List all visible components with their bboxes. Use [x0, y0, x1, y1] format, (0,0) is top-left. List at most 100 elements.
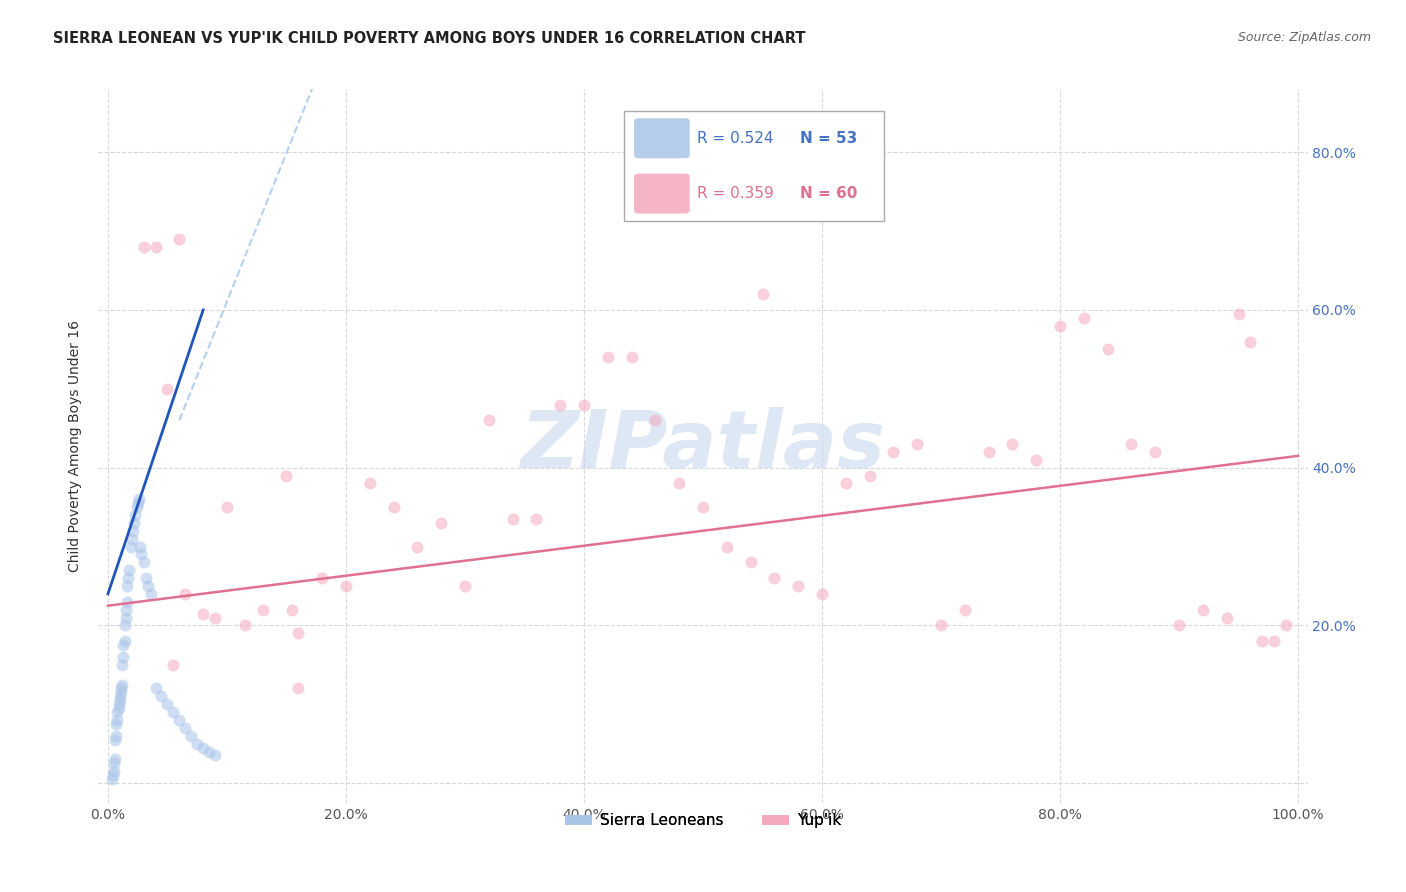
Point — [763, 571, 786, 585]
Point — [382, 500, 405, 515]
Point — [114, 618, 136, 632]
Point — [1192, 602, 1215, 616]
Point — [162, 657, 184, 672]
Text: R = 0.359: R = 0.359 — [697, 186, 773, 201]
Point — [548, 398, 571, 412]
Point — [107, 701, 129, 715]
Point — [125, 500, 148, 515]
Point — [929, 618, 952, 632]
Point — [104, 732, 127, 747]
Point — [406, 540, 429, 554]
Point — [145, 240, 167, 254]
Point — [124, 508, 146, 522]
Point — [198, 745, 221, 759]
Point — [101, 768, 124, 782]
Point — [1275, 618, 1298, 632]
Point — [129, 540, 152, 554]
Point — [311, 571, 333, 585]
Point — [114, 610, 136, 624]
Text: N = 60: N = 60 — [800, 186, 858, 201]
Point — [114, 602, 136, 616]
Point — [287, 681, 309, 696]
Y-axis label: Child Poverty Among Boys Under 16: Child Poverty Among Boys Under 16 — [69, 320, 83, 572]
Point — [668, 476, 690, 491]
Point — [105, 717, 128, 731]
Point — [129, 548, 152, 562]
Text: N = 53: N = 53 — [800, 131, 858, 145]
Point — [107, 698, 129, 712]
Point — [276, 468, 298, 483]
Point — [787, 579, 810, 593]
Text: Source: ZipAtlas.com: Source: ZipAtlas.com — [1237, 31, 1371, 45]
Point — [191, 740, 214, 755]
Point — [127, 496, 149, 510]
Point — [100, 772, 122, 786]
Point — [186, 737, 208, 751]
Point — [138, 579, 160, 593]
Point — [105, 729, 128, 743]
Point — [620, 351, 643, 365]
Point — [174, 721, 197, 735]
Point — [1144, 445, 1167, 459]
Point — [430, 516, 453, 530]
Point — [128, 492, 150, 507]
Point — [692, 500, 714, 515]
Point — [1263, 634, 1285, 648]
Point — [169, 232, 191, 246]
Point — [572, 398, 595, 412]
Point — [644, 413, 666, 427]
Point — [174, 587, 197, 601]
Point — [120, 540, 142, 554]
Point — [117, 571, 139, 585]
Point — [156, 382, 179, 396]
Point — [108, 693, 131, 707]
Bar — [624, 111, 884, 221]
Point — [1251, 634, 1274, 648]
Point — [135, 571, 157, 585]
Point — [1227, 307, 1250, 321]
Point — [204, 610, 226, 624]
Point — [132, 555, 155, 569]
Point — [122, 524, 145, 538]
Point — [107, 705, 129, 719]
Point — [1025, 452, 1047, 467]
Point — [104, 752, 127, 766]
Point — [132, 240, 155, 254]
Point — [107, 713, 129, 727]
Text: R = 0.524: R = 0.524 — [697, 131, 773, 145]
Point — [215, 500, 238, 515]
Point — [740, 555, 762, 569]
Point — [835, 476, 858, 491]
Point — [478, 413, 501, 427]
Point — [1097, 343, 1119, 357]
Point — [115, 595, 138, 609]
Point — [596, 351, 619, 365]
Point — [1001, 437, 1024, 451]
Point — [502, 512, 524, 526]
Point — [103, 756, 125, 771]
Point — [716, 540, 738, 554]
Point — [110, 685, 132, 699]
Point — [145, 681, 167, 696]
Point — [111, 677, 134, 691]
Point — [953, 602, 976, 616]
Point — [811, 587, 834, 601]
Point — [111, 657, 134, 672]
Point — [115, 579, 138, 593]
Point — [121, 532, 143, 546]
Point — [150, 690, 173, 704]
Point — [252, 602, 274, 616]
Point — [1049, 318, 1071, 333]
Point — [1168, 618, 1191, 632]
FancyBboxPatch shape — [634, 174, 690, 213]
Legend: Sierra Leoneans, Yup'ik: Sierra Leoneans, Yup'ik — [558, 807, 848, 834]
Point — [112, 649, 135, 664]
Point — [139, 587, 162, 601]
Point — [859, 468, 882, 483]
Point — [156, 698, 179, 712]
Point — [122, 516, 145, 530]
Point — [103, 764, 125, 779]
Point — [162, 705, 184, 719]
Point — [524, 512, 547, 526]
Point — [180, 729, 202, 743]
